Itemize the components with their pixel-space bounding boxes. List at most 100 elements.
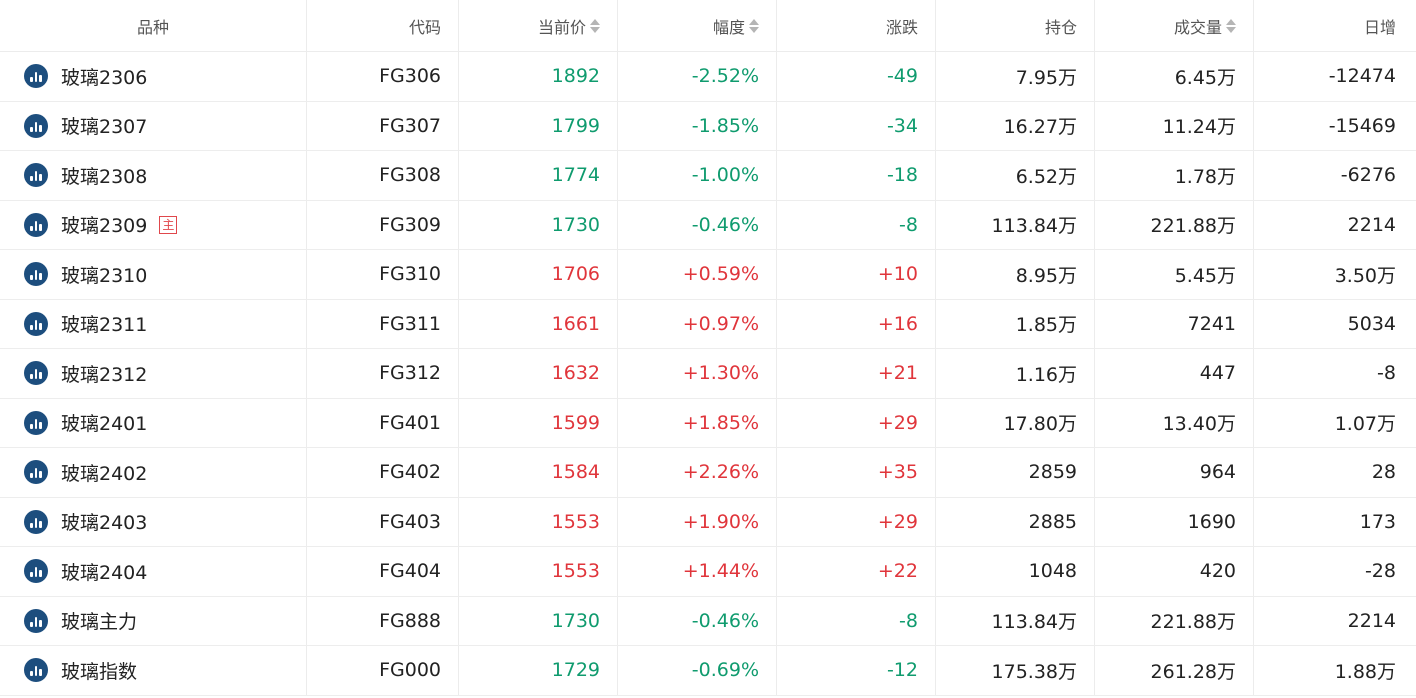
header-name: 品种 bbox=[0, 0, 307, 51]
cell-name[interactable]: 玻璃2307 bbox=[0, 101, 307, 150]
chart-icon[interactable] bbox=[24, 658, 48, 683]
cell-change: +16 bbox=[777, 299, 936, 348]
cell-daily: 173 bbox=[1359, 510, 1396, 533]
cell-price: 1730 bbox=[459, 200, 618, 249]
cell-price: 1706 bbox=[459, 250, 618, 299]
cell-daily: 28 bbox=[1371, 461, 1396, 484]
contract-name[interactable]: 玻璃2308 bbox=[61, 165, 148, 188]
cell-pct: -2.52% bbox=[618, 52, 777, 101]
cell-name[interactable]: 玻璃主力 bbox=[0, 596, 307, 645]
table-row[interactable]: 玻璃2306 FG306 1892 -2.52% -49 7.95万 6.45万… bbox=[0, 52, 1416, 102]
contract-name[interactable]: 玻璃2403 bbox=[61, 512, 148, 535]
cell-pct: +2.26% bbox=[618, 448, 777, 497]
chart-icon[interactable] bbox=[24, 509, 48, 534]
table-row[interactable]: 玻璃2307 FG307 1799 -1.85% -34 16.27万 11.2… bbox=[0, 101, 1416, 151]
cell-name[interactable]: 玻璃2403 bbox=[0, 497, 307, 546]
cell-name[interactable]: 玻璃2312 bbox=[0, 349, 307, 398]
cell-name[interactable]: 玻璃2306 bbox=[0, 52, 307, 101]
cell-daily: 2214 bbox=[1347, 609, 1396, 632]
cell-daily: 1.88万 bbox=[1334, 660, 1396, 683]
cell-price: 1730 bbox=[459, 596, 618, 645]
cell-position: 6.52万 bbox=[936, 151, 1095, 200]
table-row[interactable]: 玻璃主力 FG888 1730 -0.46% -8 113.84万 221.88… bbox=[0, 596, 1416, 646]
table-row[interactable]: 玻璃2312 FG312 1632 +1.30% +21 1.16万 447 -… bbox=[0, 349, 1416, 399]
contract-name[interactable]: 玻璃2401 bbox=[61, 413, 148, 436]
cell-pct: +0.59% bbox=[618, 250, 777, 299]
chart-icon[interactable] bbox=[24, 559, 48, 584]
chart-icon[interactable] bbox=[24, 460, 48, 485]
chart-icon[interactable] bbox=[24, 212, 48, 237]
chart-icon[interactable] bbox=[24, 163, 48, 188]
table-body: 玻璃2306 FG306 1892 -2.52% -49 7.95万 6.45万… bbox=[0, 52, 1416, 696]
cell-name[interactable]: 玻璃2308 bbox=[0, 151, 307, 200]
chart-icon[interactable] bbox=[24, 262, 48, 287]
chart-icon[interactable] bbox=[24, 608, 48, 633]
cell-name[interactable]: 玻璃2309 主 bbox=[0, 200, 307, 249]
cell-pct: +1.90% bbox=[618, 497, 777, 546]
cell-daily: -12474 bbox=[1328, 65, 1396, 88]
cell-volume: 964 bbox=[1095, 448, 1254, 497]
cell-volume: 447 bbox=[1095, 349, 1254, 398]
table-row[interactable]: 玻璃2401 FG401 1599 +1.85% +29 17.80万 13.4… bbox=[0, 398, 1416, 448]
cell-name[interactable]: 玻璃2310 bbox=[0, 250, 307, 299]
cell-code: FG404 bbox=[307, 547, 459, 596]
contract-name[interactable]: 玻璃指数 bbox=[61, 660, 138, 683]
chart-icon[interactable] bbox=[24, 410, 48, 435]
contract-name[interactable]: 玻璃2309 bbox=[61, 215, 148, 238]
contract-name[interactable]: 玻璃2404 bbox=[61, 561, 148, 584]
header-price[interactable]: 当前价 bbox=[459, 0, 618, 51]
header-daily: 日增 bbox=[1363, 17, 1396, 37]
cell-pct: -0.69% bbox=[618, 646, 777, 695]
chart-icon[interactable] bbox=[24, 113, 48, 138]
cell-code: FG401 bbox=[307, 398, 459, 447]
cell-pct: -0.46% bbox=[618, 200, 777, 249]
cell-name[interactable]: 玻璃2401 bbox=[0, 398, 307, 447]
cell-name[interactable]: 玻璃2404 bbox=[0, 547, 307, 596]
cell-volume: 420 bbox=[1095, 547, 1254, 596]
table-row[interactable]: 玻璃2311 FG311 1661 +0.97% +16 1.85万 7241 … bbox=[0, 299, 1416, 349]
cell-code: FG308 bbox=[307, 151, 459, 200]
contract-name[interactable]: 玻璃主力 bbox=[61, 611, 138, 634]
contract-name[interactable]: 玻璃2310 bbox=[61, 264, 148, 287]
cell-volume: 1.78万 bbox=[1095, 151, 1254, 200]
contract-name[interactable]: 玻璃2402 bbox=[61, 462, 148, 485]
contract-name[interactable]: 玻璃2312 bbox=[61, 363, 148, 386]
chart-icon[interactable] bbox=[24, 311, 48, 336]
cell-name[interactable]: 玻璃2311 bbox=[0, 299, 307, 348]
cell-price: 1661 bbox=[459, 299, 618, 348]
cell-volume: 5.45万 bbox=[1095, 250, 1254, 299]
header-volume[interactable]: 成交量 bbox=[1095, 0, 1254, 51]
cell-position: 1.85万 bbox=[936, 299, 1095, 348]
table-row[interactable]: 玻璃2403 FG403 1553 +1.90% +29 2885 1690 1… bbox=[0, 497, 1416, 547]
chart-icon[interactable] bbox=[24, 361, 48, 386]
cell-price: 1892 bbox=[459, 52, 618, 101]
cell-change: +21 bbox=[777, 349, 936, 398]
sort-icon[interactable] bbox=[749, 18, 759, 34]
cell-code: FG310 bbox=[307, 250, 459, 299]
contract-name[interactable]: 玻璃2307 bbox=[61, 116, 148, 139]
cell-price: 1774 bbox=[459, 151, 618, 200]
contract-name[interactable]: 玻璃2311 bbox=[61, 314, 148, 337]
table-row[interactable]: 玻璃2308 FG308 1774 -1.00% -18 6.52万 1.78万… bbox=[0, 151, 1416, 201]
cell-position: 2885 bbox=[936, 497, 1095, 546]
cell-change: -12 bbox=[777, 646, 936, 695]
cell-daily: 5034 bbox=[1347, 312, 1396, 335]
cell-name[interactable]: 玻璃指数 bbox=[0, 646, 307, 695]
table-row[interactable]: 玻璃2310 FG310 1706 +0.59% +10 8.95万 5.45万… bbox=[0, 250, 1416, 300]
cell-name[interactable]: 玻璃2402 bbox=[0, 448, 307, 497]
header-price-label: 当前价 bbox=[537, 17, 586, 37]
table-row[interactable]: 玻璃2309 主 FG309 1730 -0.46% -8 113.84万 22… bbox=[0, 200, 1416, 250]
cell-price: 1729 bbox=[459, 646, 618, 695]
table-row[interactable]: 玻璃指数 FG000 1729 -0.69% -12 175.38万 261.2… bbox=[0, 646, 1416, 696]
chart-icon[interactable] bbox=[24, 64, 48, 89]
header-pct[interactable]: 幅度 bbox=[618, 0, 777, 51]
sort-icon[interactable] bbox=[590, 18, 600, 34]
cell-code: FG311 bbox=[307, 299, 459, 348]
sort-icon[interactable] bbox=[1226, 18, 1236, 34]
cell-daily: -6276 bbox=[1340, 164, 1396, 187]
table-row[interactable]: 玻璃2402 FG402 1584 +2.26% +35 2859 964 28 bbox=[0, 448, 1416, 498]
table-row[interactable]: 玻璃2404 FG404 1553 +1.44% +22 1048 420 -2… bbox=[0, 547, 1416, 597]
cell-volume: 11.24万 bbox=[1095, 101, 1254, 150]
contract-name[interactable]: 玻璃2306 bbox=[61, 66, 148, 89]
